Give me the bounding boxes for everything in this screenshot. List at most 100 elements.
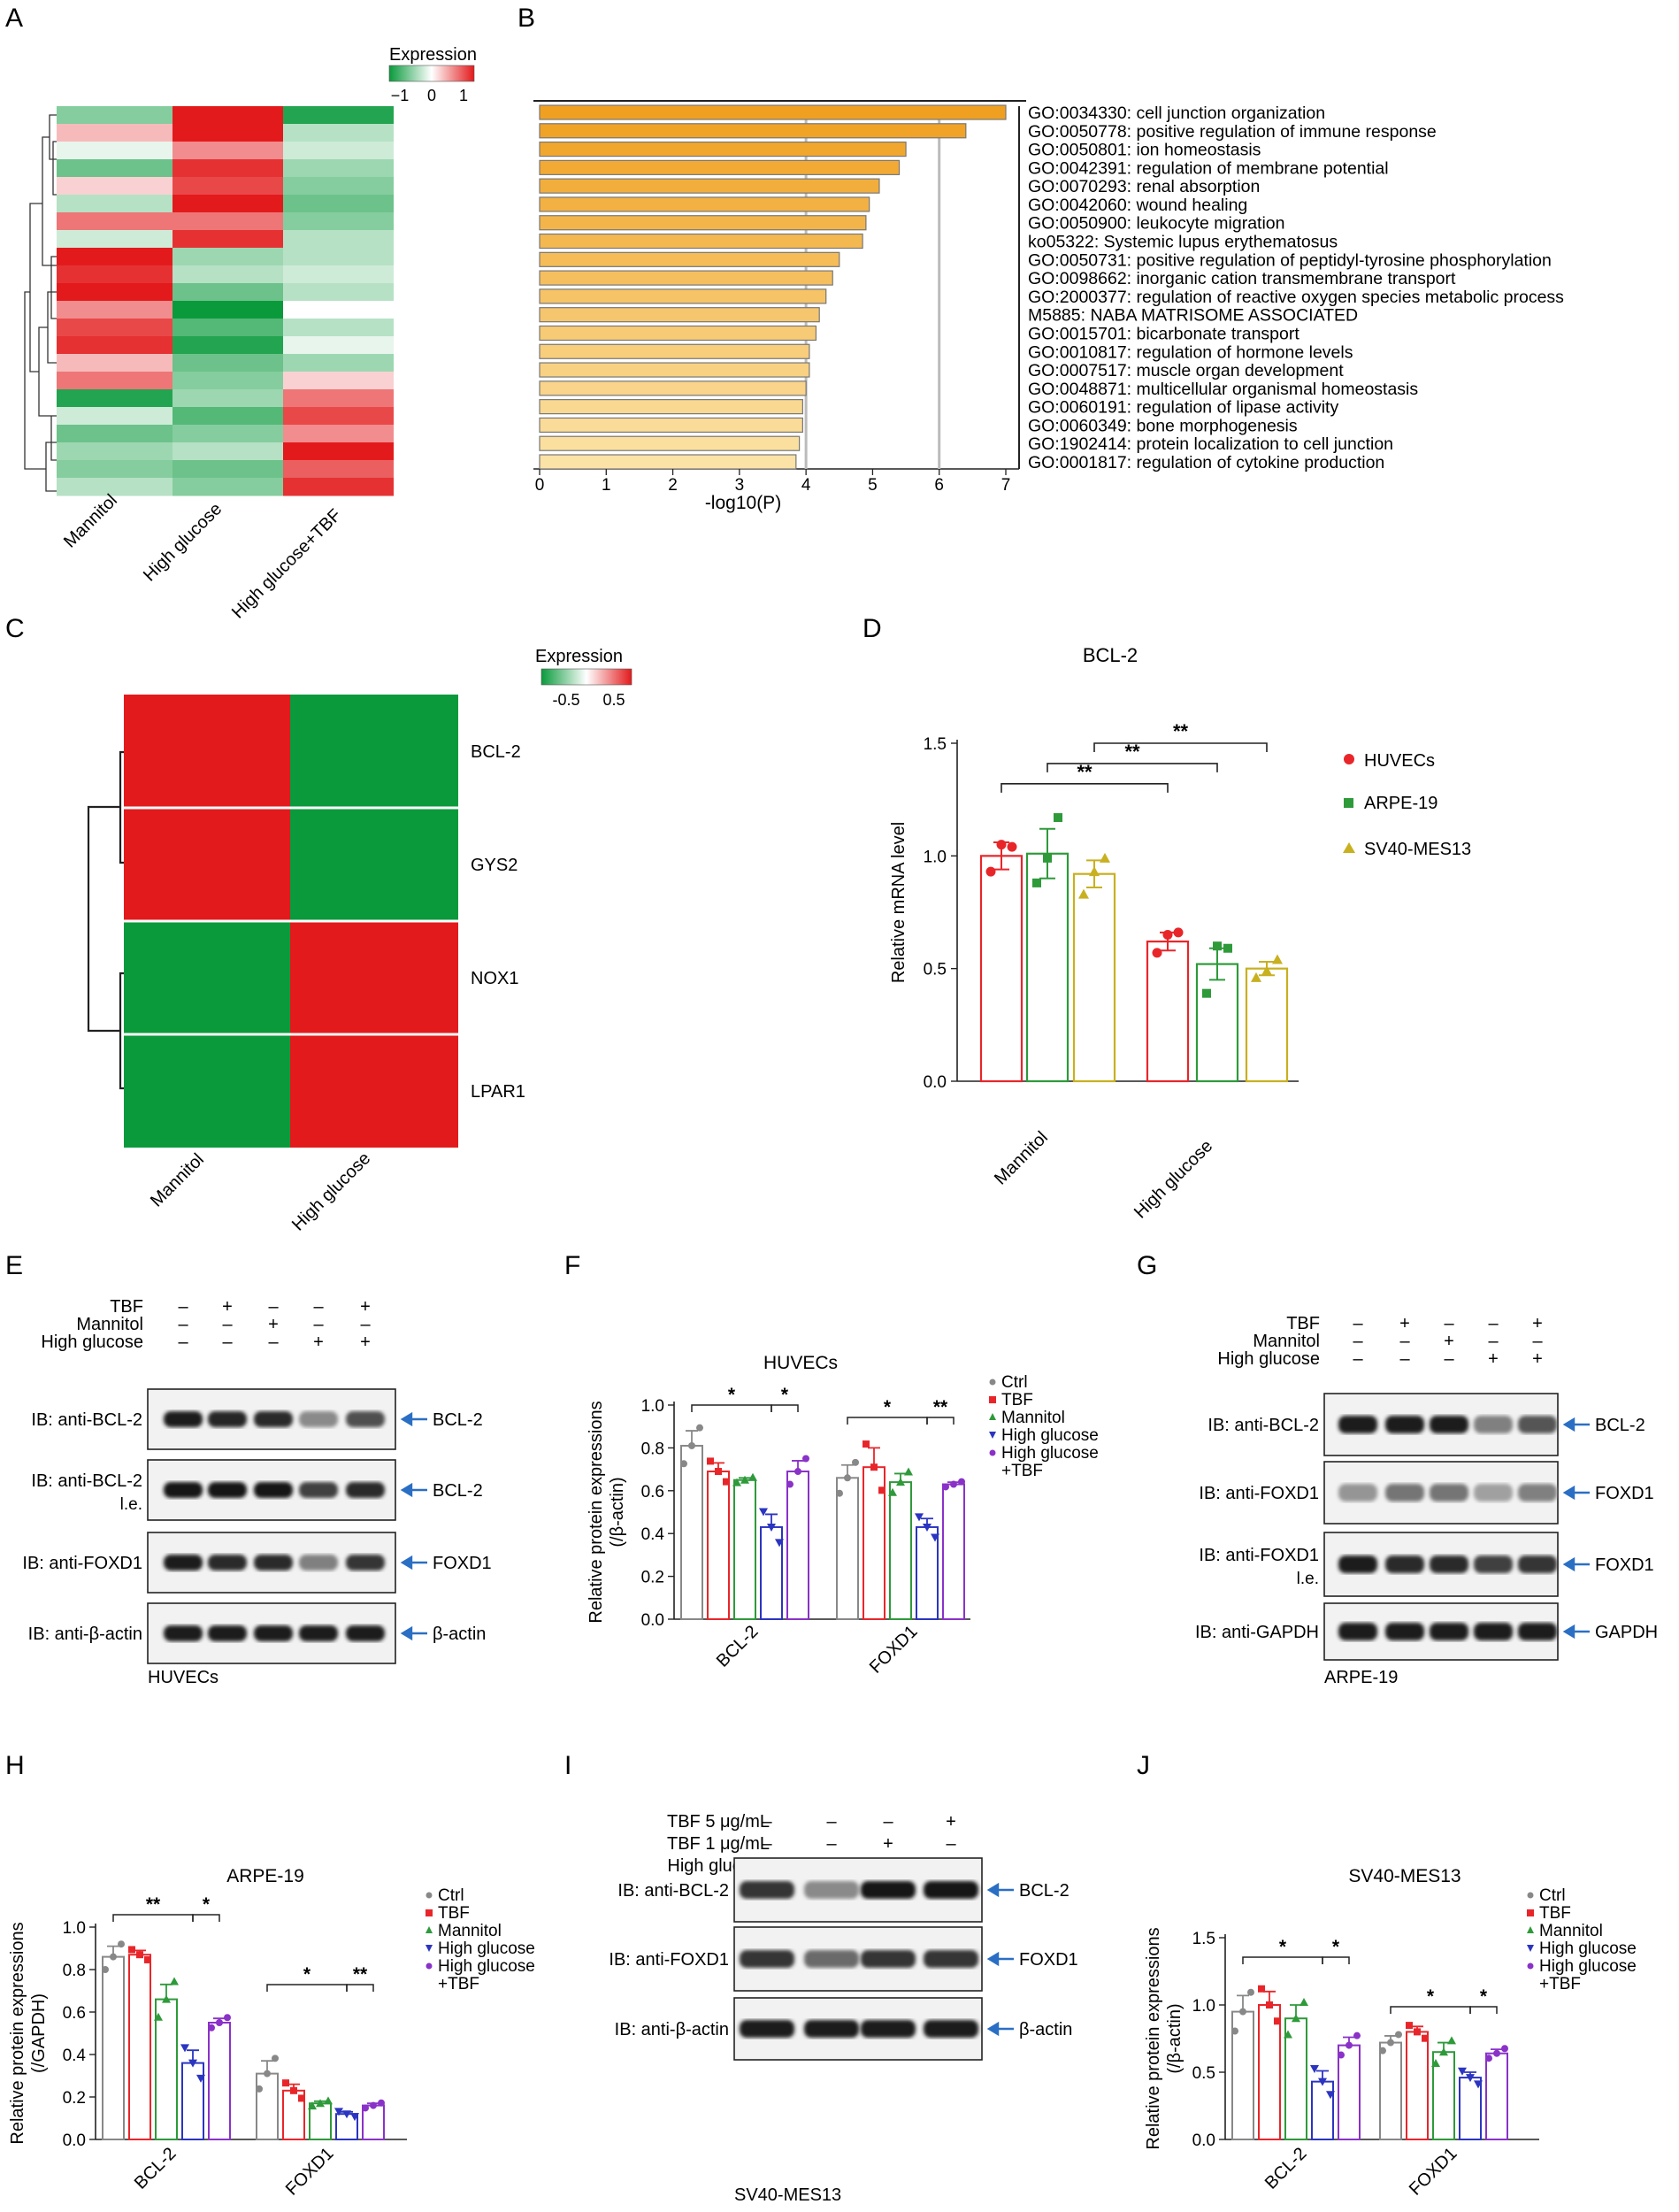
chart-bar (1406, 2031, 1429, 2140)
chart-y-label-line2: (/β-actin) (608, 1477, 627, 1547)
panel-d-sig-bracket (1046, 763, 1218, 772)
blot-exposure-label: l.e. (120, 1495, 142, 1514)
arrow-left-icon (400, 1482, 427, 1498)
heatmap-cell (172, 283, 283, 302)
chart-sig-label: * (1427, 1986, 1435, 2007)
panel-d-legend-label: HUVECs (1364, 751, 1435, 771)
heatmap-cell (283, 319, 394, 337)
chart-bar (256, 2072, 279, 2141)
heatmap-cell (283, 195, 394, 213)
panel-a-dendrogram (24, 114, 57, 492)
chart-category-label: FOXD1 (1406, 2144, 1461, 2200)
chart-point (1439, 2047, 1448, 2056)
heatmap-cell (57, 159, 172, 178)
blot-band (346, 1411, 385, 1427)
blot-band (924, 1881, 978, 1899)
chart-sig-label: * (884, 1397, 892, 1417)
panel-d-point (985, 866, 996, 877)
chart-point (162, 1994, 171, 2003)
blot-band (1338, 1623, 1377, 1640)
chart-y-tick-label: 1.0 (641, 1397, 664, 1416)
chart-y-label-line1: Relative protein expressions (8, 1922, 27, 2144)
chart-bar (208, 2022, 231, 2140)
chart-bar (1258, 2004, 1281, 2140)
heatmap-cell (283, 478, 394, 496)
chart-point (786, 1480, 794, 1488)
blot-band-label: FOXD1 (1595, 1555, 1654, 1575)
blot-condition-sign: – (883, 1812, 893, 1832)
arrow-left-icon (986, 2021, 1014, 2037)
blot-antibody-label: IB: anti-β-actin (615, 2020, 729, 2039)
heatmap-cell (290, 695, 458, 808)
chart-point (264, 2070, 271, 2078)
heatmap-cell (283, 354, 394, 373)
chart-sig-label: ** (146, 1894, 161, 1915)
panel-b-chart: GO:0034330: cell junction organizationGO… (533, 100, 1564, 513)
panel-d-point (1152, 948, 1162, 958)
chart-y-tick-label: 1.0 (63, 1919, 86, 1938)
blot-condition-sign: – (1399, 1349, 1410, 1369)
chart-point (1474, 2080, 1483, 2089)
panel-d-point (1173, 927, 1184, 938)
legend-label: High glucose (1001, 1444, 1099, 1463)
blot-condition-sign: + (946, 1812, 956, 1832)
blot-condition-sign: – (313, 1315, 324, 1334)
blot-band (299, 1625, 338, 1641)
blot-condition-sign: – (1488, 1332, 1499, 1351)
blot-condition-label: High glucose (41, 1333, 143, 1352)
heatmap-cell (124, 1034, 290, 1148)
chart-point (1501, 2045, 1508, 2053)
chart-category-label: BCL-2 (1261, 2144, 1311, 2193)
chart-point (748, 1472, 757, 1481)
panel-d-plot: 0.0 0.5 1.0 1.5 ** ** ** (924, 720, 1299, 1092)
panel-b-term-label: ko05322: Systemic lupus erythematosus (1028, 233, 1338, 252)
chart-y-tick-label: 0.0 (63, 2131, 86, 2150)
blot-band (164, 1482, 203, 1498)
blot-condition-sign: – (826, 1834, 837, 1854)
heatmap-cell (57, 283, 172, 302)
blot-antibody-label: IB: anti-β-actin (28, 1624, 142, 1644)
chart-title: HUVECs (763, 1353, 838, 1373)
blot-condition-sign: + (268, 1315, 279, 1334)
panel-d-legend-label: SV40-MES13 (1364, 840, 1471, 859)
legend-marker (1527, 1945, 1534, 1952)
blot-band (804, 1881, 859, 1899)
blot-condition-sign: + (1532, 1314, 1543, 1333)
blot-band (1338, 1484, 1377, 1502)
blot-band-label: FOXD1 (1595, 1484, 1654, 1503)
blot-band (740, 1881, 794, 1899)
legend-marker (989, 1379, 996, 1386)
heatmap-cell (172, 265, 283, 284)
blot-condition-sign: – (1353, 1349, 1363, 1369)
chart-point (1422, 2034, 1429, 2042)
chart-point (196, 2074, 205, 2083)
panel-a-col-label: High glucose+TBF (228, 505, 345, 622)
panel-d-point (1007, 841, 1017, 852)
panel-d-point (1202, 988, 1211, 998)
panel-e-western-blot: TBF – + – – +Mannitol – – + – –High glucose – – – + +IB… (22, 1297, 491, 1687)
blot-band-label: FOXD1 (1019, 1950, 1078, 1970)
blot-band (1430, 1484, 1468, 1502)
chart-point (370, 2101, 377, 2109)
heatmap-cell (124, 695, 290, 808)
legend-marker-huvecs (1344, 754, 1354, 764)
chart-sig-label: * (1332, 1937, 1340, 1957)
legend-label: High glucose (438, 1939, 535, 1958)
heatmap-cell (57, 354, 172, 373)
chart-sig-label: * (728, 1385, 736, 1405)
chart-bar (707, 1471, 730, 1621)
blot-condition-sign: + (360, 1297, 371, 1317)
heatmap-cell (172, 124, 283, 142)
heatmap-cell (57, 230, 172, 249)
chart-point (870, 1463, 878, 1471)
blot-band (1518, 1555, 1557, 1573)
chart-point (136, 1951, 143, 1959)
chart-point (1266, 2001, 1273, 2008)
blot-condition-label: TBF (1286, 1314, 1320, 1333)
chart-point (188, 2059, 197, 2068)
heatmap-cell (172, 106, 283, 125)
chart-point (208, 2024, 215, 2032)
arrow-left-icon (1562, 1485, 1590, 1501)
legend-label: Mannitol (1539, 1922, 1603, 1940)
